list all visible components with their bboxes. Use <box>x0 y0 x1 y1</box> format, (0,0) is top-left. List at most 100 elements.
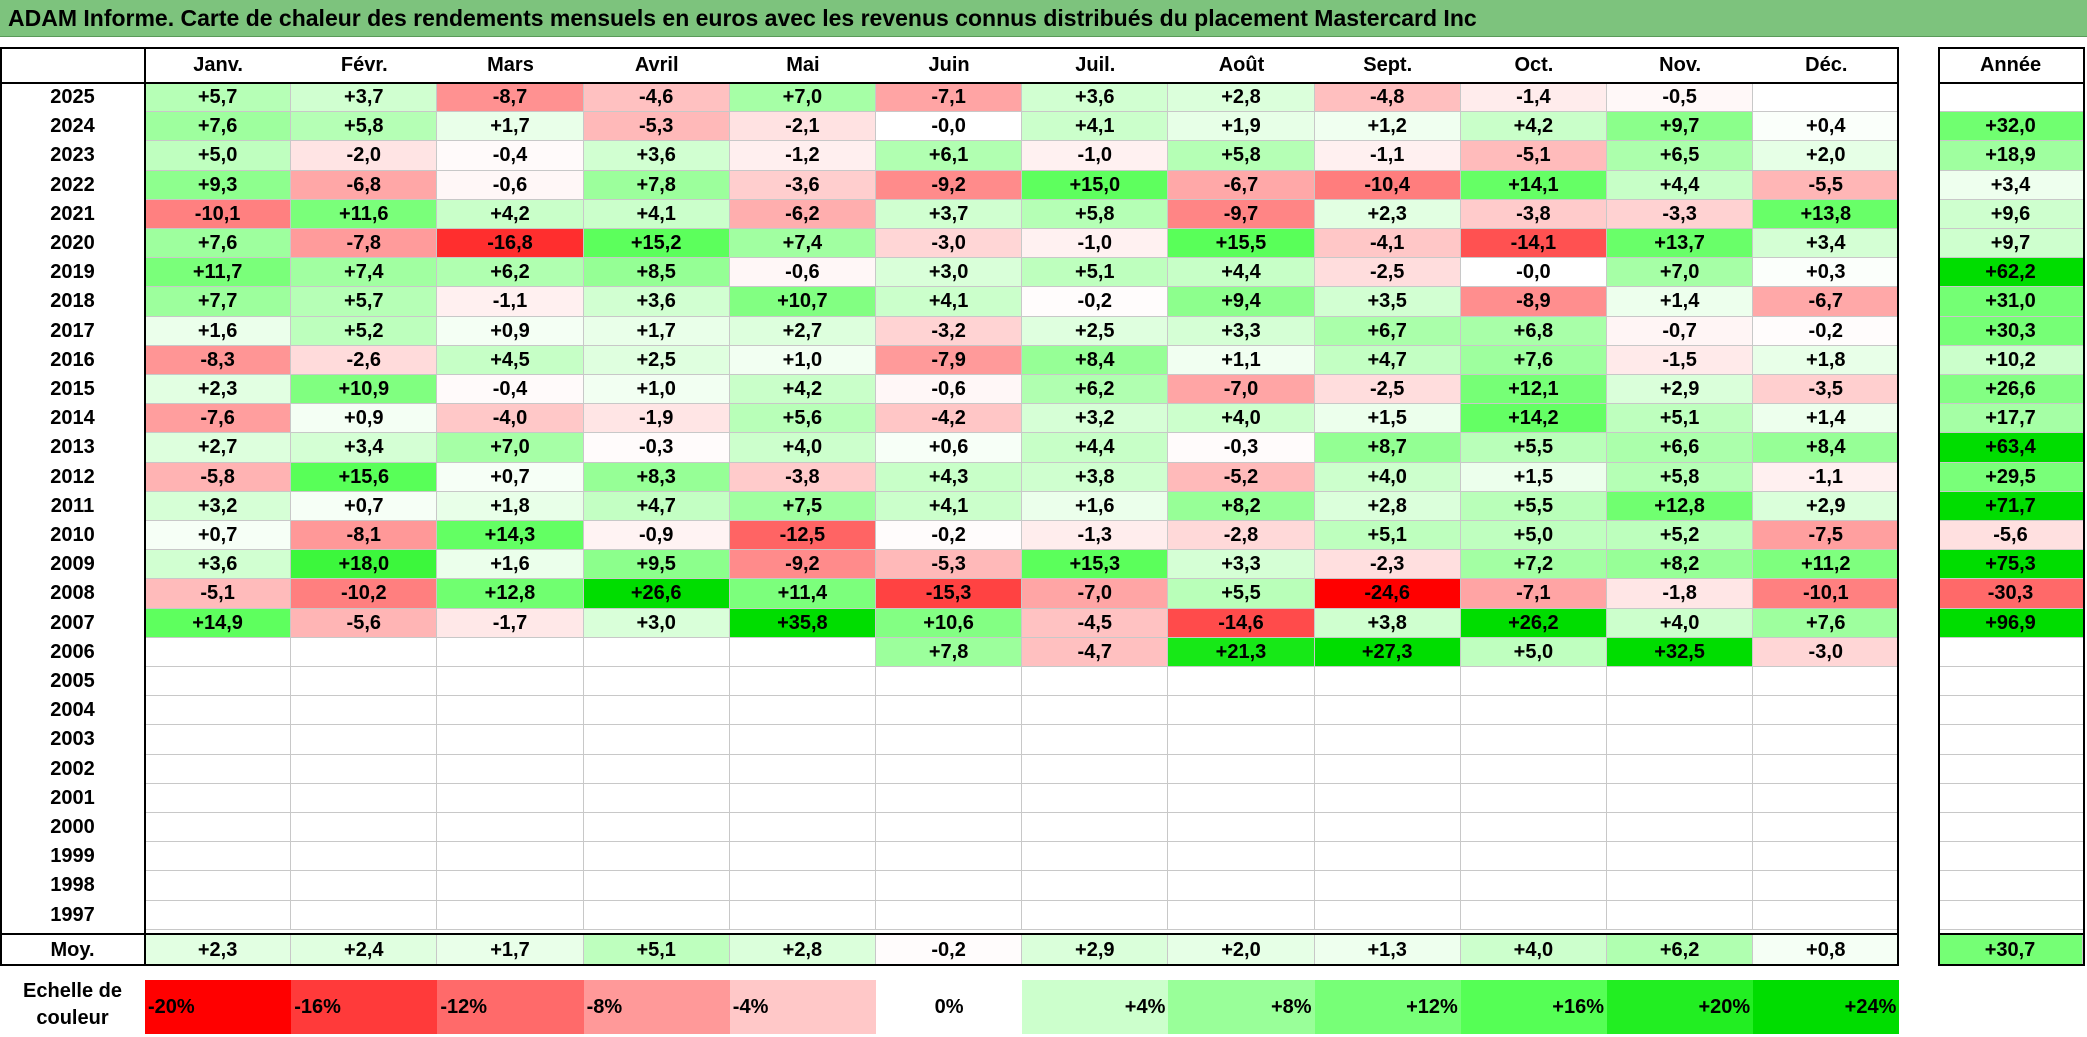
heatmap-cell: -0,5 <box>1607 83 1754 113</box>
heatmap-cell: +14,2 <box>1460 404 1607 434</box>
heatmap-cell <box>1022 900 1169 930</box>
heatmap-cell <box>291 667 438 697</box>
heatmap-cell: -2,3 <box>1314 550 1461 580</box>
heatmap-cell <box>1168 667 1315 697</box>
heatmap-cell <box>437 637 584 667</box>
annual-cell: +96,9 <box>1938 608 2083 638</box>
heatmap-cell: +4,2 <box>437 199 584 229</box>
annual-cell: -30,3 <box>1938 579 2083 609</box>
heatmap-cell <box>1168 900 1315 930</box>
heatmap-cell <box>1753 871 1900 901</box>
heatmap-cell: +15,5 <box>1168 229 1315 259</box>
month-header: Juil. <box>1075 54 1116 76</box>
heatmap-cell: -1,0 <box>1022 229 1169 259</box>
heatmap-cell <box>1460 871 1607 901</box>
heatmap-cell: +10,9 <box>291 375 438 405</box>
heatmap-cell: +8,2 <box>1168 491 1315 521</box>
year-label: 2012 <box>50 465 95 488</box>
heatmap-cell: -3,2 <box>876 316 1023 346</box>
heatmap-cell <box>1168 813 1315 843</box>
color-scale-step: +12% <box>1314 980 1461 1034</box>
heatmap-cell: +1,4 <box>1753 404 1900 434</box>
heatmap-cell: +3,6 <box>583 141 730 171</box>
heatmap-cell: +4,0 <box>1314 462 1461 492</box>
heatmap-cell: +4,0 <box>1168 404 1315 434</box>
heatmap-cell <box>729 725 876 755</box>
heatmap-cell: +7,6 <box>1460 345 1607 375</box>
heatmap-cell <box>1607 871 1754 901</box>
heatmap-cell: +0,9 <box>291 404 438 434</box>
annual-cell <box>1938 842 2083 872</box>
heatmap-cell <box>437 813 584 843</box>
heatmap-cell: +5,5 <box>1460 433 1607 463</box>
month-header: Sept. <box>1363 54 1413 76</box>
annual-cell: +17,7 <box>1938 404 2083 434</box>
heatmap-cell: -5,2 <box>1168 462 1315 492</box>
heatmap-cell <box>145 842 292 872</box>
heatmap-cell <box>583 667 730 697</box>
heatmap-cell <box>1314 871 1461 901</box>
heatmap-cell: +3,5 <box>1314 287 1461 317</box>
heatmap-cell: +9,7 <box>1607 112 1754 142</box>
heatmap-cell <box>729 754 876 784</box>
year-label: 2025 <box>50 86 95 108</box>
month-header: Déc. <box>1805 54 1848 76</box>
annual-cell <box>1938 667 2083 697</box>
heatmap-cell: +11,6 <box>291 199 438 229</box>
heatmap-cell <box>1314 842 1461 872</box>
year-label: 2021 <box>50 202 95 225</box>
heatmap-cell: -4,1 <box>1314 229 1461 259</box>
average-cell: +2,4 <box>291 934 438 966</box>
heatmap-cell <box>1460 900 1607 930</box>
heatmap-cell: +5,1 <box>1022 258 1169 288</box>
color-scale-step: -4% <box>729 980 876 1034</box>
heatmap-cell: +14,9 <box>145 608 292 638</box>
annual-cell <box>1938 637 2083 667</box>
heatmap-cell: +5,2 <box>1607 521 1754 551</box>
heatmap-cell: -0,0 <box>876 112 1023 142</box>
heatmap-cell: -9,7 <box>1168 199 1315 229</box>
heatmap-cell: -3,8 <box>1460 199 1607 229</box>
heatmap-cell <box>1607 667 1754 697</box>
heatmap-cell <box>583 783 730 813</box>
heatmap-cell: -7,0 <box>1168 375 1315 405</box>
heatmap-cell: +5,7 <box>291 287 438 317</box>
year-label: 2023 <box>50 144 95 167</box>
heatmap-cell: +8,2 <box>1607 550 1754 580</box>
heatmap-cell: +35,8 <box>729 608 876 638</box>
heatmap-cell <box>145 637 292 667</box>
year-label: 2003 <box>50 728 95 751</box>
month-header: Févr. <box>340 54 388 76</box>
average-cell: -0,2 <box>876 934 1023 966</box>
heatmap-cell: -7,8 <box>291 229 438 259</box>
heatmap-cell: +3,7 <box>876 199 1023 229</box>
year-label: 1997 <box>50 903 95 926</box>
heatmap-cell: +5,8 <box>1022 199 1169 229</box>
heatmap-cell <box>1753 754 1900 784</box>
heatmap-cell <box>583 900 730 930</box>
heatmap-cell <box>1314 900 1461 930</box>
year-label: 2013 <box>50 436 95 459</box>
heatmap-cell: +14,3 <box>437 521 584 551</box>
year-label: 2017 <box>50 319 95 342</box>
heatmap-cell: -4,7 <box>1022 637 1169 667</box>
heatmap-cell: -24,6 <box>1314 579 1461 609</box>
heatmap-cell: -0,4 <box>437 141 584 171</box>
color-scale-step: +24% <box>1753 980 1900 1034</box>
heatmap-cell <box>1022 696 1169 726</box>
heatmap-cell <box>1168 725 1315 755</box>
annual-average-cell: +30,7 <box>1938 934 2083 966</box>
month-header: Août <box>1218 54 1265 76</box>
heatmap-cell <box>1022 813 1169 843</box>
heatmap-cell: -8,1 <box>291 521 438 551</box>
heatmap-cell: +7,6 <box>145 229 292 259</box>
heatmap-cell: +9,4 <box>1168 287 1315 317</box>
heatmap-cell: +7,4 <box>291 258 438 288</box>
heatmap-cell: +0,6 <box>876 433 1023 463</box>
heatmap-cell: +13,7 <box>1607 229 1754 259</box>
heatmap-cell: +4,5 <box>437 345 584 375</box>
year-label: 2020 <box>50 232 95 254</box>
heatmap-cell: +2,3 <box>1314 199 1461 229</box>
heatmap-cell: +4,2 <box>1460 112 1607 142</box>
heatmap-cell: +12,8 <box>437 579 584 609</box>
